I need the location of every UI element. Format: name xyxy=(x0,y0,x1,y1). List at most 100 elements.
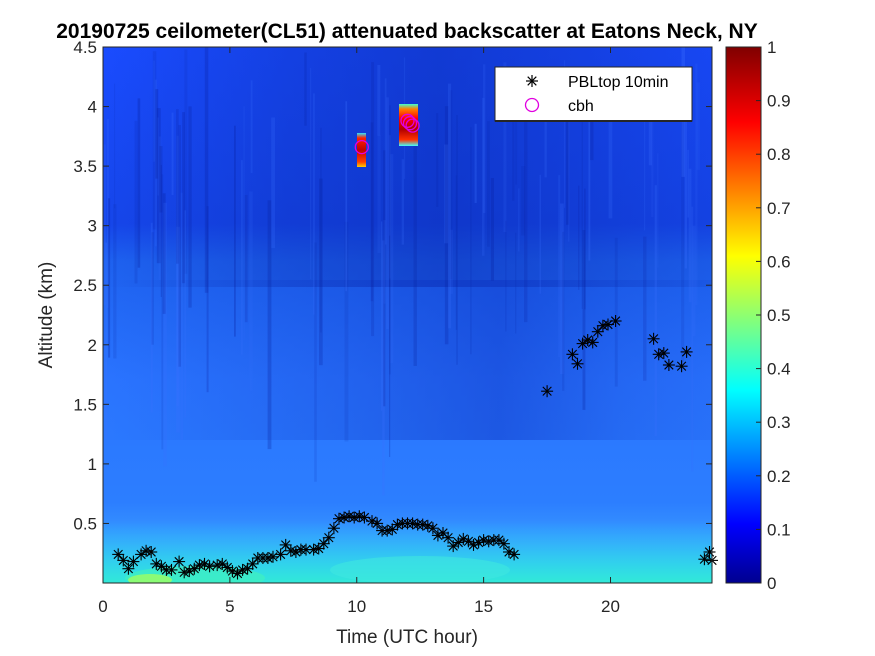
surface-bright-hot xyxy=(128,574,172,583)
legend-label-pbltop: PBLtop 10min xyxy=(568,74,669,91)
x-tick-label: 5 xyxy=(225,597,234,616)
heatmap-streak xyxy=(137,98,141,268)
heatmap-streak xyxy=(518,188,520,252)
cbh-point xyxy=(402,116,418,131)
heatmap-streak xyxy=(692,225,696,337)
heatmap-streak xyxy=(152,51,157,230)
heatmap-streak xyxy=(380,221,383,411)
cloud-layer-2 xyxy=(399,104,418,146)
heatmap-streak xyxy=(176,135,179,407)
colorbar-tick-label: 0.9 xyxy=(767,92,791,111)
pbltop-point xyxy=(566,348,579,361)
heatmap-streak xyxy=(582,230,586,410)
heatmap-streak xyxy=(206,206,209,393)
heatmap-streak xyxy=(157,117,159,196)
heatmap-streak xyxy=(568,117,570,242)
y-axis: 0.5 1 1.5 2 2.5 3 3.5 4 4.5 xyxy=(73,38,712,533)
cbh-point xyxy=(400,113,415,128)
heatmap-streak xyxy=(681,107,685,362)
heatmap-streak xyxy=(156,108,161,264)
heatmap-streak xyxy=(371,62,375,337)
cbh-series xyxy=(354,113,420,155)
heatmap-streak xyxy=(313,93,315,315)
heatmap-streak xyxy=(644,115,646,231)
pbltop-point xyxy=(698,553,711,566)
pbltop-point xyxy=(503,546,515,558)
heatmap-streak xyxy=(581,102,583,309)
heatmap-streak xyxy=(578,185,580,290)
heatmap-streak xyxy=(696,82,700,170)
heatmap-streak xyxy=(370,122,374,302)
pbltop-point xyxy=(353,510,366,523)
pbltop-point xyxy=(576,337,589,350)
pbltop-point xyxy=(327,522,340,535)
x-axis: 0 5 10 15 20 xyxy=(98,47,620,616)
pbltop-point xyxy=(226,565,239,578)
colorbar-gradient xyxy=(725,46,762,584)
heatmap-streak xyxy=(449,90,453,280)
heatmap-streak xyxy=(250,80,253,173)
pbltop-point xyxy=(442,531,455,544)
y-tick-label: 3.5 xyxy=(73,157,97,176)
heatmap-streak xyxy=(310,68,312,280)
pbltop-point xyxy=(371,517,384,530)
pbltop-point xyxy=(452,536,465,549)
pbltop-point xyxy=(112,548,125,561)
heatmap-streak xyxy=(320,127,322,333)
heatmap-streak xyxy=(383,150,386,407)
pbltop-point xyxy=(221,561,234,574)
surface-bright-mid xyxy=(330,556,510,583)
pbltop-point xyxy=(317,537,330,550)
heatmap-texture xyxy=(103,47,700,496)
heatmap-streak xyxy=(436,113,439,207)
heatmap-streak xyxy=(103,144,106,306)
pbltop-point xyxy=(289,546,302,558)
heatmap-streak xyxy=(113,204,117,359)
heatmap-streak xyxy=(505,220,507,332)
pbltop-point xyxy=(675,360,688,373)
heatmap-streak xyxy=(204,47,209,293)
heatmap-streak xyxy=(107,119,109,308)
colorbar-tick-label: 0 xyxy=(767,574,776,593)
colorbar-tick-label: 0.5 xyxy=(767,306,791,325)
cloud-layer-1 xyxy=(357,133,366,167)
heatmap-streak xyxy=(176,109,179,264)
heatmap-streak xyxy=(444,144,449,244)
pbltop-point xyxy=(591,325,604,338)
x-tick-label: 10 xyxy=(347,597,366,616)
heatmap-streak xyxy=(377,65,381,136)
heatmap-streak xyxy=(178,125,181,367)
heatmap-streak xyxy=(155,89,159,179)
heatmap-streak xyxy=(539,174,541,294)
chart-title: 20190725 ceilometer(CL51) attenuated bac… xyxy=(56,20,757,43)
pbltop-point xyxy=(426,522,439,535)
pbltop-point xyxy=(150,557,163,570)
pbltop-point xyxy=(457,532,470,545)
pbltop-point xyxy=(472,536,485,549)
heatmap-streak xyxy=(524,73,528,323)
cbh-point xyxy=(405,118,420,133)
pbltop-point xyxy=(348,511,361,524)
heatmap-streak xyxy=(389,235,391,457)
heatmap-streak xyxy=(455,175,458,330)
legend-box xyxy=(494,66,693,122)
heatmap-streak xyxy=(234,125,236,337)
heatmap-streak xyxy=(474,123,477,203)
colorbar-tick-label: 0.2 xyxy=(767,467,791,486)
pbltop-point xyxy=(431,529,444,542)
y-tick-label: 3 xyxy=(88,217,97,236)
heatmap-streak xyxy=(588,115,591,261)
heatmap-streak xyxy=(390,154,394,363)
heatmap-streak xyxy=(163,202,167,467)
pbltop-point xyxy=(662,359,675,371)
heatmap-streak xyxy=(657,153,659,268)
heatmap-streak xyxy=(244,195,248,323)
y-tick-label: 2 xyxy=(88,336,97,355)
heatmap-streak xyxy=(151,232,154,345)
pbltop-point xyxy=(188,562,201,575)
pbltop-point xyxy=(482,535,495,548)
heatmap-streak xyxy=(162,193,166,314)
heatmap-streak xyxy=(171,112,174,195)
heatmap-streak xyxy=(382,240,385,496)
pbltop-point xyxy=(173,555,186,568)
